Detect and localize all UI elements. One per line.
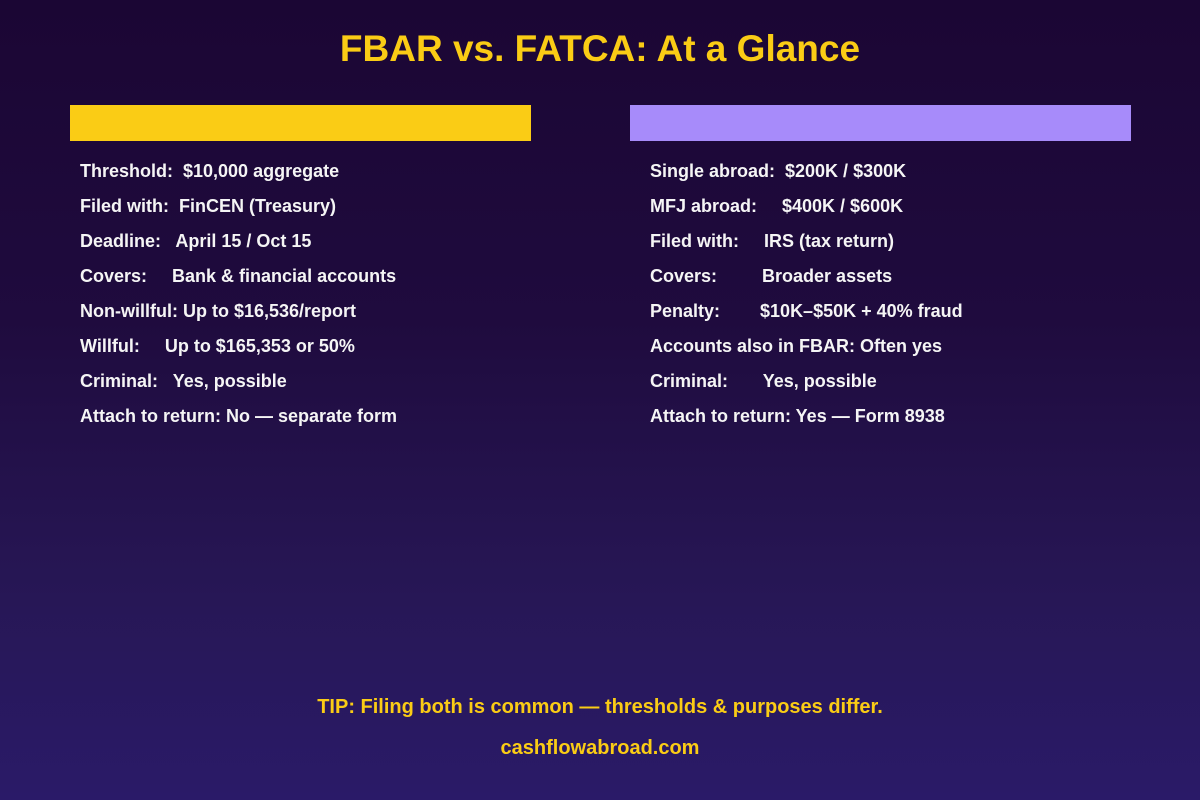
fatca-row: Attach to return: Yes — Form 8938 bbox=[650, 406, 945, 426]
fatca-row: Accounts also in FBAR: Often yes bbox=[650, 336, 943, 356]
fbar-row: Covers: Bank & financial accounts bbox=[80, 266, 397, 286]
fatca-row: MFJ abroad: $400K / $600K bbox=[650, 196, 904, 216]
fbar-row: Deadline: April 15 / Oct 15 bbox=[80, 231, 312, 251]
fbar-row: Non-willful: Up to $16,536/report bbox=[80, 301, 357, 321]
fbar-row: Attach to return: No — separate form bbox=[80, 406, 398, 426]
fbar-header-bar bbox=[70, 105, 531, 141]
fbar-column: Threshold: $10,000 aggregate Filed with:… bbox=[80, 160, 397, 440]
website-text: cashflowabroad.com bbox=[500, 737, 700, 759]
fatca-row: Filed with: IRS (tax return) bbox=[650, 231, 895, 251]
fatca-row: Covers: Broader assets bbox=[650, 266, 893, 286]
fatca-row: Criminal: Yes, possible bbox=[650, 371, 877, 391]
fatca-row: Penalty: $10K–$50K + 40% fraud bbox=[650, 301, 963, 321]
fatca-column: Single abroad: $200K / $300K MFJ abroad:… bbox=[650, 160, 963, 440]
fbar-row: Willful: Up to $165,353 or 50% bbox=[80, 336, 355, 356]
fbar-row: Threshold: $10,000 aggregate bbox=[80, 161, 340, 181]
tip-text: TIP: Filing both is common — thresholds … bbox=[317, 696, 883, 718]
fbar-row: Criminal: Yes, possible bbox=[80, 371, 287, 391]
fatca-header-bar bbox=[630, 105, 1131, 141]
fatca-row: Single abroad: $200K / $300K bbox=[650, 161, 907, 181]
fbar-row: Filed with: FinCEN (Treasury) bbox=[80, 196, 337, 216]
page-title: FBAR vs. FATCA: At a Glance bbox=[339, 28, 861, 69]
